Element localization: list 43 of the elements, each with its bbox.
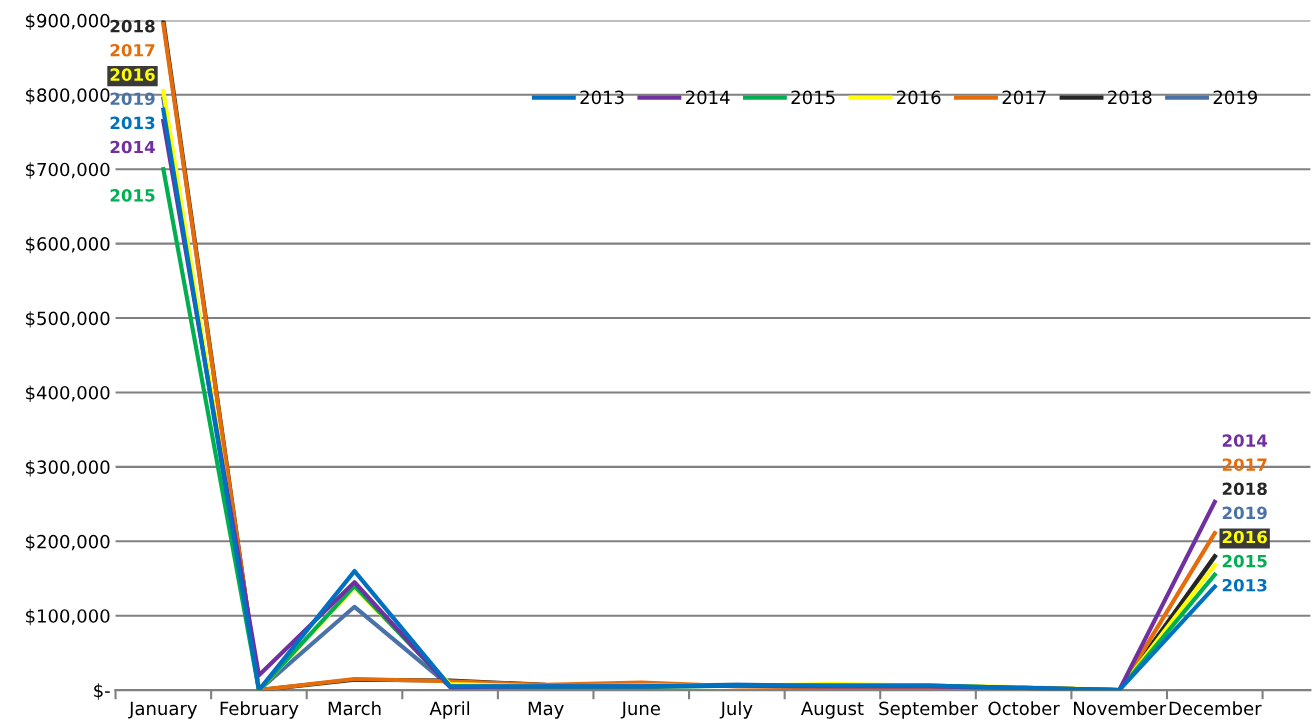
y-tick-label: $700,000	[26, 162, 110, 179]
text: 2019	[110, 92, 155, 106]
text: 2014	[1222, 434, 1268, 447]
text: 2015	[110, 189, 155, 202]
y-tick-label: $200,000	[26, 534, 110, 551]
x-tick-label: December	[1169, 701, 1262, 716]
legend-label: 2015	[791, 90, 835, 105]
text: 2016	[1222, 530, 1267, 544]
text: 2018	[1222, 482, 1267, 496]
y-tick-label: $-	[94, 683, 110, 700]
x-tick-label: September	[879, 701, 978, 719]
legend-label: 2013	[580, 90, 624, 105]
text: 2017	[110, 43, 155, 57]
x-tick-label: July	[719, 701, 753, 719]
x-tick-label: April	[429, 701, 470, 719]
x-tick-label: May	[528, 701, 564, 719]
legend-label: 2018	[1108, 90, 1152, 105]
text: 2017	[1222, 458, 1267, 471]
x-tick-label: November	[1074, 701, 1167, 716]
legend-label: 2016	[897, 90, 941, 105]
y-tick-label: $300,000	[26, 460, 110, 477]
text: 2018	[110, 19, 155, 33]
text: 2015	[1222, 554, 1267, 568]
y-tick-label: $600,000	[26, 236, 110, 254]
x-tick-label: June	[620, 701, 660, 719]
text: 2016	[110, 68, 155, 81]
text: 2014	[110, 140, 155, 154]
text: 2013	[110, 116, 155, 130]
y-tick-label: $800,000	[26, 87, 110, 105]
legend-label: 2014	[685, 90, 730, 105]
x-tick-label: March	[328, 701, 381, 716]
y-tick-label: $100,000	[26, 608, 110, 626]
y-tick-label: $500,000	[26, 311, 110, 328]
legend-label: 2017	[1002, 90, 1046, 105]
x-tick-label: February	[220, 701, 299, 719]
x-tick-label: August	[800, 701, 864, 719]
legend-label: 2019	[1213, 90, 1258, 105]
y-tick-label: $400,000	[26, 385, 110, 402]
text: 2013	[1222, 578, 1267, 592]
text: 2019	[1222, 506, 1267, 520]
x-tick-label: January	[128, 701, 198, 719]
y-tick-label: $900,000	[26, 13, 110, 30]
x-tick-label: October	[988, 701, 1060, 716]
